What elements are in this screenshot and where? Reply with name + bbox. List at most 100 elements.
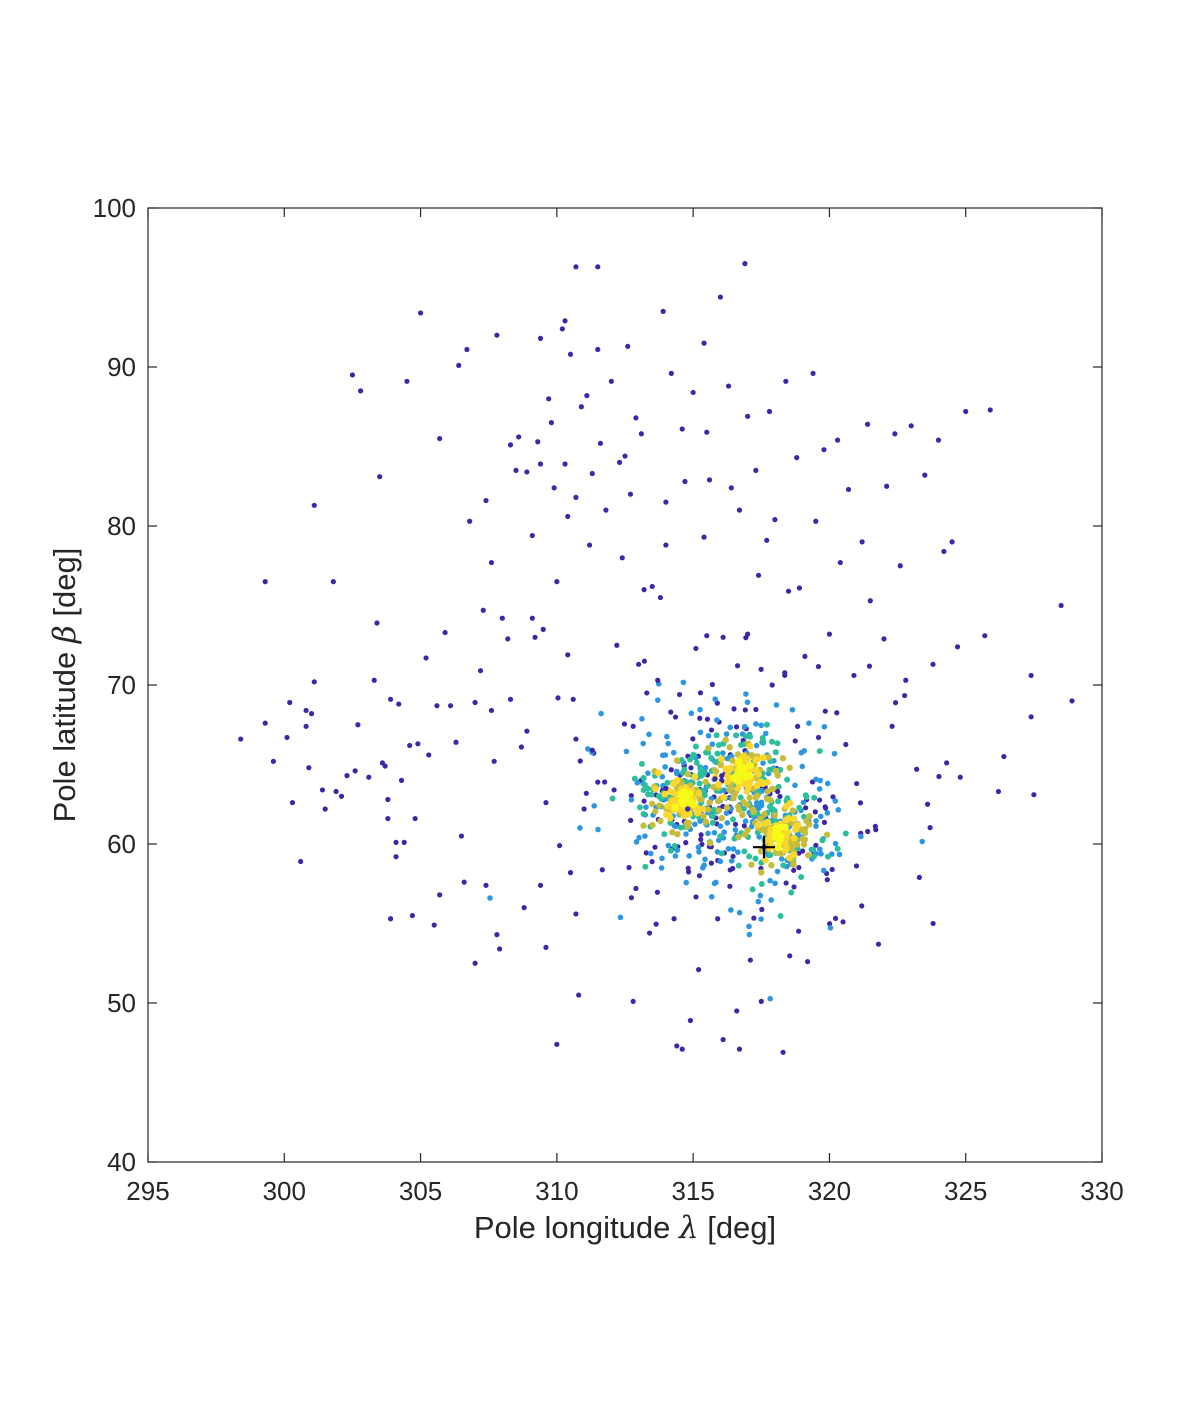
density-point (730, 846, 737, 852)
scatter-point (783, 378, 789, 384)
scatter-point (720, 634, 726, 640)
density-point (724, 820, 731, 826)
scatter-point (518, 744, 525, 750)
density-point (688, 710, 695, 717)
x-tick-label: 320 (808, 1176, 851, 1206)
scatter-point (387, 696, 394, 702)
density-point (717, 823, 724, 829)
density-point (784, 776, 791, 783)
density-point (727, 764, 735, 772)
scatter-point (837, 559, 843, 566)
density-point (715, 781, 722, 788)
density-point (648, 800, 656, 808)
density-point (623, 748, 630, 755)
density-point (595, 779, 601, 785)
y-axis-ticks: 40 50 60 70 80 90 100 (93, 193, 1102, 1177)
density-point (822, 708, 828, 714)
density-point (813, 818, 819, 824)
density-point (780, 862, 787, 869)
scatter-point (755, 572, 762, 578)
density-point (743, 691, 749, 697)
density-point (727, 724, 733, 731)
scatter-point (630, 998, 636, 1005)
scatter-point (434, 703, 440, 709)
density-point (718, 850, 725, 857)
density-point (609, 795, 616, 802)
scatter-point (524, 728, 530, 734)
scatter-point (387, 916, 394, 922)
density-point (755, 898, 762, 905)
scatter-point (944, 760, 950, 766)
density-point (812, 809, 818, 815)
density-point (790, 815, 798, 823)
density-point (693, 759, 700, 766)
density-point (683, 879, 690, 886)
density-point (735, 757, 743, 765)
scatter-points (238, 261, 1075, 1055)
density-point (661, 790, 669, 798)
density-point (704, 716, 711, 722)
scatter-point (914, 766, 920, 772)
density-point (628, 797, 635, 803)
scatter-point (543, 800, 549, 806)
scatter-point (745, 631, 751, 637)
density-point (735, 862, 742, 869)
scatter-point (330, 579, 336, 585)
density-point (723, 778, 731, 786)
density-point (796, 804, 803, 811)
scatter-point (813, 518, 819, 524)
density-point (698, 832, 704, 838)
density-point (679, 769, 686, 776)
density-point (685, 819, 693, 827)
density-point (602, 779, 608, 785)
scatter-point (366, 774, 372, 780)
density-point (758, 666, 764, 672)
scatter-point (573, 736, 579, 742)
density-point (697, 706, 703, 713)
scatter-point (567, 870, 574, 876)
scatter-point (1028, 714, 1034, 720)
density-point (727, 883, 733, 889)
density-point (754, 829, 761, 836)
scatter-point (396, 701, 402, 707)
density-point (644, 785, 651, 792)
scatter-point (742, 261, 748, 267)
scatter-point (826, 631, 833, 637)
density-point (761, 811, 768, 818)
density-point (691, 752, 698, 759)
scatter-point (415, 741, 421, 747)
density-point (695, 844, 702, 851)
density-point (777, 793, 783, 800)
density-point (733, 724, 740, 730)
scatter-point (352, 768, 358, 774)
density-point (744, 699, 751, 706)
density-point (697, 690, 704, 696)
density-point (741, 723, 748, 730)
density-point (738, 742, 745, 749)
density-point (646, 731, 652, 738)
scatter-point (477, 668, 484, 674)
scatter-point (333, 788, 339, 795)
density-point (657, 817, 664, 825)
density-point (649, 821, 656, 829)
density-point (754, 799, 760, 806)
scatter-point (554, 579, 560, 585)
density-point (767, 995, 774, 1002)
scatter-point (791, 884, 797, 890)
density-point (705, 744, 712, 752)
scatter-point (311, 502, 317, 508)
x-tick-label: 295 (126, 1176, 169, 1206)
scatter-point (554, 1041, 560, 1047)
density-point (753, 792, 761, 799)
density-point (643, 804, 649, 810)
scatter-point (270, 758, 276, 764)
density-point (810, 846, 817, 853)
y-tick-label: 80 (107, 511, 136, 541)
scatter-point (426, 752, 432, 758)
density-point (674, 830, 681, 838)
scatter-point (867, 598, 873, 604)
scatter-point (589, 747, 595, 753)
density-point (697, 715, 703, 721)
density-point (669, 829, 676, 836)
scatter-point (483, 497, 489, 504)
